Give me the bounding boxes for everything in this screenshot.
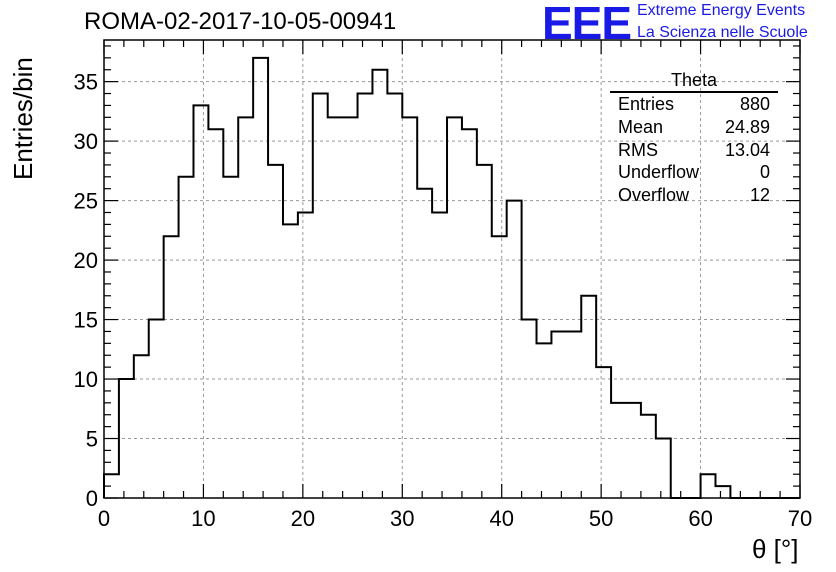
stats-row: Entries 880 <box>610 93 778 116</box>
x-tick-label: 40 <box>489 506 513 531</box>
x-axis-label: θ [°] <box>752 534 799 564</box>
y-tick-label: 30 <box>74 129 98 154</box>
stats-value: 13.04 <box>724 139 770 160</box>
plot-frame <box>103 39 801 499</box>
x-tick-label: 30 <box>390 506 414 531</box>
run-title: ROMA-02-2017-10-05-00941 <box>84 8 397 35</box>
stats-row: RMS 13.04 <box>610 139 778 162</box>
grid-lines <box>104 40 800 498</box>
stats-row: Overflow 12 <box>610 184 778 207</box>
y-tick-label: 10 <box>74 367 98 392</box>
eee-logo: EEE <box>542 0 632 49</box>
y-tick-label: 15 <box>74 308 98 333</box>
logo-line-2: La Scienza nelle Scuole <box>637 24 808 41</box>
y-tick-label: 0 <box>86 486 98 511</box>
x-tick-label: 70 <box>788 506 812 531</box>
axis-ticks <box>103 40 801 499</box>
stats-title: Theta <box>610 70 778 93</box>
stats-value: 880 <box>739 94 770 114</box>
stats-box: Theta Entries 880 Mean 24.89 RMS 13.04 U… <box>610 70 778 207</box>
stats-row: Mean 24.89 <box>610 116 778 139</box>
stats-label: RMS <box>618 139 658 160</box>
histogram-series <box>103 56 800 499</box>
stats-value: 12 <box>749 185 770 206</box>
y-tick-label: 5 <box>86 427 98 452</box>
x-tick-label: 20 <box>291 506 315 531</box>
x-tick-label: 50 <box>589 506 613 531</box>
x-tick-label: 10 <box>191 506 215 531</box>
stats-label: Mean <box>618 116 664 137</box>
stats-label: Entries <box>618 94 675 114</box>
stats-value: 0 <box>759 162 770 183</box>
x-tick-label: 60 <box>688 506 712 531</box>
logo-line-1: Extreme Energy Events <box>637 2 806 19</box>
y-tick-label: 35 <box>74 70 98 95</box>
y-tick-label: 20 <box>74 248 98 273</box>
stats-label: Overflow <box>618 185 690 206</box>
x-tick-label: 0 <box>98 506 110 531</box>
y-tick-label: 25 <box>74 189 98 214</box>
axis-tick-labels: 0 10 20 30 40 50 60 70 0 5 10 15 20 25 30 35 <box>74 70 813 531</box>
stats-label: Underflow <box>618 162 700 183</box>
y-axis-label: Entries/bin <box>8 57 38 180</box>
stats-row: Underflow 0 <box>610 161 778 184</box>
stats-value: 24.89 <box>724 116 770 137</box>
